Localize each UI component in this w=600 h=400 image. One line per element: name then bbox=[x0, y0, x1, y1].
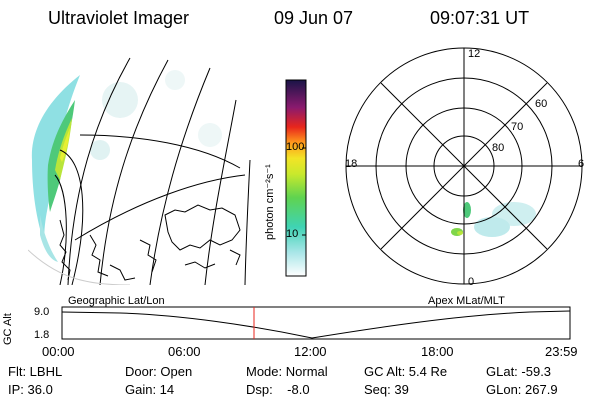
colorbar-tick-10: 10 bbox=[286, 228, 299, 240]
mlt-label-18: 18 bbox=[345, 158, 358, 170]
gain-info: Gain: 14 bbox=[125, 382, 175, 397]
mode-info: Mode: Normal bbox=[246, 364, 328, 379]
y-tick-9: 9.0 bbox=[34, 306, 50, 318]
gc-alt-curve bbox=[61, 310, 571, 339]
timeline-y-label: GC Alt bbox=[2, 313, 14, 345]
mlt-label-6: 6 bbox=[578, 158, 585, 170]
timeline-left-title: Geographic Lat/Lon bbox=[68, 295, 165, 307]
mlt-label-12: 12 bbox=[468, 48, 481, 60]
aurora-emission bbox=[31, 70, 222, 262]
dsp-info: Dsp: -8.0 bbox=[246, 382, 310, 397]
colorbar bbox=[285, 79, 307, 277]
lat-label-80: 80 bbox=[492, 142, 505, 154]
door-info: Door: Open bbox=[125, 364, 193, 379]
x-tick-1200: 12:00 bbox=[294, 344, 327, 359]
date-label: 09 Jun 07 bbox=[274, 8, 354, 28]
timeline-plot bbox=[61, 306, 571, 340]
glat-info: GLat: -59.3 bbox=[486, 364, 552, 379]
colorbar-tick-100: 100 bbox=[286, 141, 305, 153]
y-tick-1-8: 1.8 bbox=[34, 329, 50, 341]
graticule bbox=[54, 57, 251, 285]
polar-emission bbox=[451, 202, 536, 237]
glon-info: GLon: 267.9 bbox=[486, 382, 558, 397]
polar-mlt-plot bbox=[345, 47, 583, 285]
gc-alt-info: GC Alt: 5.4 Re bbox=[364, 364, 448, 379]
ip-info: IP: 36.0 bbox=[8, 382, 53, 397]
colorbar-unit-label: photon cm⁻²s⁻¹ bbox=[264, 164, 276, 240]
x-tick-1800: 18:00 bbox=[421, 344, 454, 359]
time-label: 09:07:31 UT bbox=[430, 8, 530, 28]
x-tick-2359: 23:59 bbox=[545, 344, 578, 359]
timeline-right-title: Apex MLat/MLT bbox=[428, 295, 505, 307]
lat-label-60: 60 bbox=[535, 98, 548, 110]
geographic-map bbox=[28, 57, 251, 285]
filter-info: Flt: LBHL bbox=[8, 364, 63, 379]
seq-info: Seq: 39 bbox=[364, 382, 409, 397]
mlt-label-0: 0 bbox=[468, 276, 475, 288]
x-tick-0000: 00:00 bbox=[42, 344, 75, 359]
instrument-title: Ultraviolet Imager bbox=[48, 8, 190, 28]
lat-label-70: 70 bbox=[511, 121, 524, 133]
x-tick-0600: 06:00 bbox=[168, 344, 201, 359]
coastline bbox=[59, 204, 241, 281]
colorbar-gradient bbox=[285, 79, 307, 277]
